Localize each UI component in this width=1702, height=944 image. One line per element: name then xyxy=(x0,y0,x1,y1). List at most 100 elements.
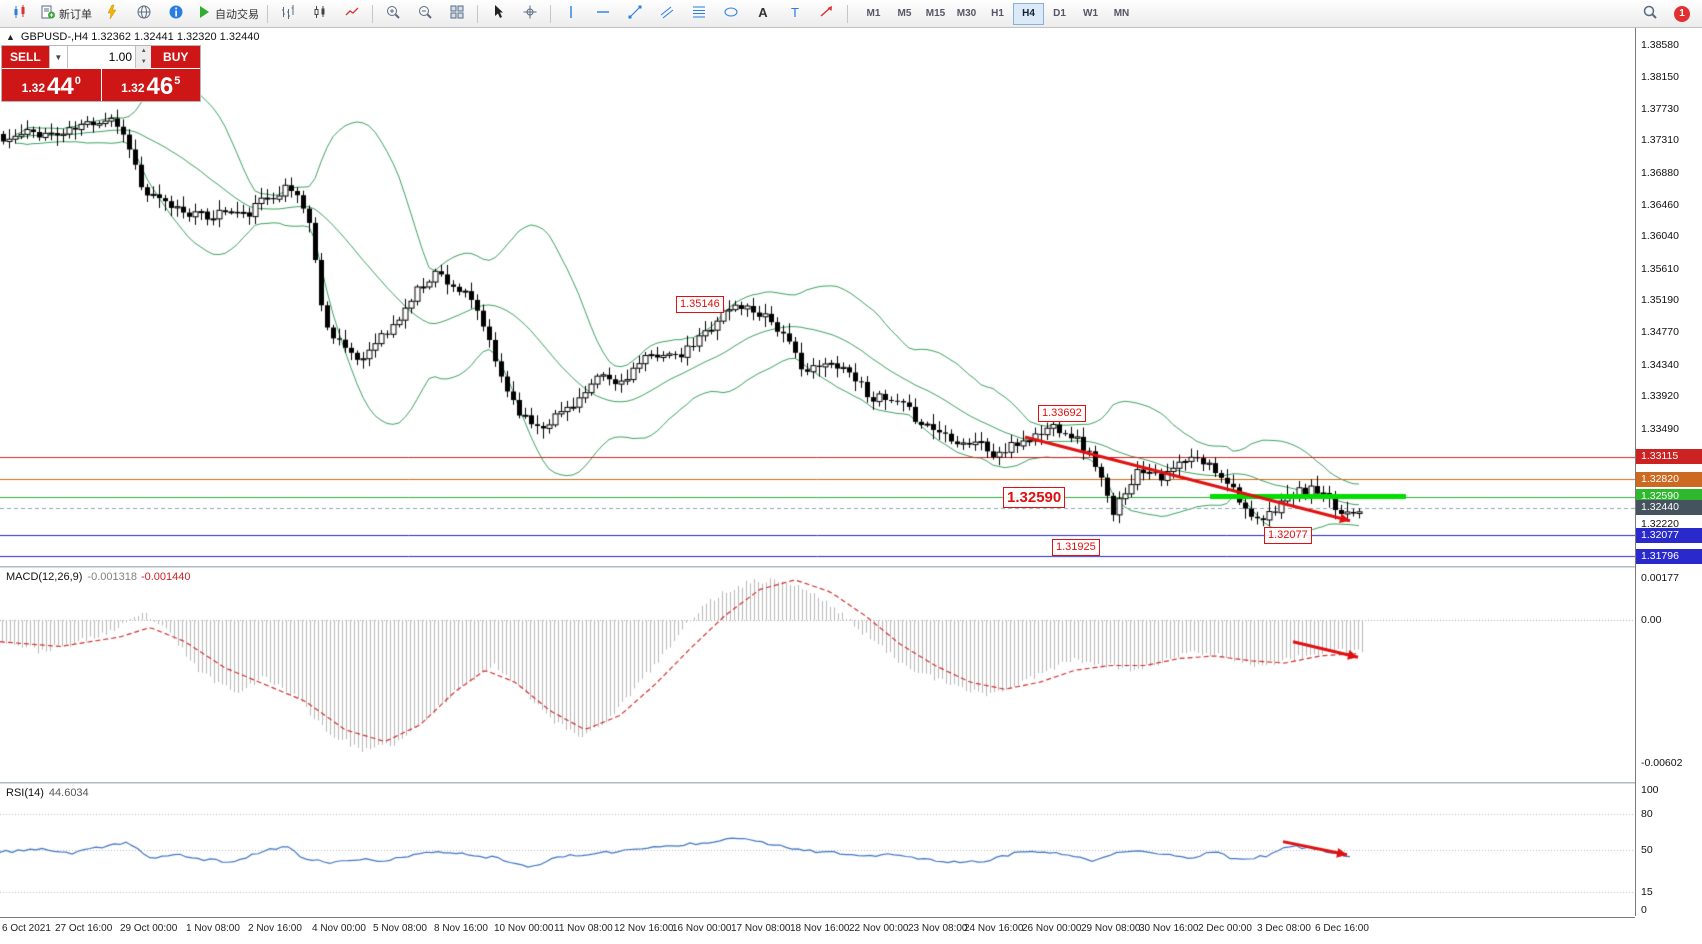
text-button[interactable]: A xyxy=(747,2,779,26)
arrow-glyph-icon xyxy=(819,4,835,23)
bars-icon xyxy=(280,4,296,23)
price-annotation[interactable]: 1.32590 xyxy=(1003,486,1066,508)
cursor-icon xyxy=(490,4,506,23)
time-axis-label: 6 Oct 2021 xyxy=(2,923,51,934)
lightning-icon xyxy=(104,4,120,23)
cursor-button[interactable] xyxy=(482,2,514,26)
zoom-in-button[interactable] xyxy=(377,2,409,26)
search-button[interactable] xyxy=(1634,2,1666,26)
trendline-button[interactable] xyxy=(619,2,651,26)
price-badge: 1.32440 xyxy=(1636,500,1702,516)
volume-input[interactable] xyxy=(68,46,135,68)
price-annotation[interactable]: 1.35146 xyxy=(676,295,724,313)
collapse-trade-panel-icon[interactable]: ▲ xyxy=(6,32,15,42)
new-order-button[interactable]: 新订单 xyxy=(36,2,96,26)
zoom-in-icon xyxy=(385,4,401,23)
buy-button[interactable]: BUY xyxy=(151,46,200,68)
metaeditor-button[interactable] xyxy=(96,2,128,26)
sell-price[interactable]: 1.32 44 0 xyxy=(2,69,101,101)
timeframe-m1-button[interactable]: M1 xyxy=(866,8,881,19)
buy-price-sup: 5 xyxy=(174,75,181,87)
macd-panel-canvas[interactable] xyxy=(0,568,1635,782)
toolbar-separator xyxy=(847,4,848,23)
toolbar-separator xyxy=(267,4,268,23)
fibonacci-button[interactable] xyxy=(683,2,715,26)
sell-price-sup: 0 xyxy=(74,75,81,87)
main-chart-canvas[interactable] xyxy=(0,28,1635,566)
market-button[interactable] xyxy=(128,2,160,26)
notifications-badge[interactable]: 1 xyxy=(1674,5,1690,22)
chart-title-text: GBPUSD-,H4 1.32362 1.32441 1.32320 1.324… xyxy=(20,31,260,43)
signals-button[interactable] xyxy=(160,2,192,26)
crosshair-icon xyxy=(522,4,538,23)
price-badge: 1.33115 xyxy=(1636,449,1702,465)
panel-separator[interactable] xyxy=(0,782,1702,784)
price-annotation[interactable]: 1.33692 xyxy=(1038,405,1086,423)
shapes-icon xyxy=(723,4,739,23)
text-label-button[interactable]: T xyxy=(779,2,811,26)
price-annotation[interactable]: 1.32077 xyxy=(1264,527,1312,545)
tiles-icon xyxy=(449,4,465,23)
autotrading-button[interactable]: 自动交易 xyxy=(192,2,263,26)
channel-icon xyxy=(659,4,675,23)
price-badge: 1.32077 xyxy=(1636,527,1702,543)
trend-icon xyxy=(627,4,643,23)
stepper-up-icon[interactable]: ▲ xyxy=(140,48,147,54)
timeframe-h1-button[interactable]: H1 xyxy=(991,8,1004,19)
rsi-scale-label: 50 xyxy=(1641,844,1653,856)
toolbar: 新订单 自动交易 A T M1 M5 M15 M30 H1 H4 D1 W1 MN 1 xyxy=(0,0,1702,28)
timeframe-m30-button[interactable]: M30 xyxy=(956,8,977,19)
arrows-button[interactable] xyxy=(811,2,843,26)
sell-price-big: 44 xyxy=(47,73,74,100)
timeframe-mn-button[interactable]: MN xyxy=(1113,8,1130,19)
timeframe-m5-button[interactable]: M5 xyxy=(897,8,912,19)
textA-icon: A xyxy=(755,4,771,23)
vertical-line-button[interactable] xyxy=(555,2,587,26)
zoom-out-button[interactable] xyxy=(409,2,441,26)
one-click-trading-panel: SELL ▼ ▲ ▼ BUY 1.32 44 0 1.32 46 5 xyxy=(2,46,200,101)
volume-dropdown[interactable]: ▼ xyxy=(48,46,68,68)
rsi-panel-canvas[interactable] xyxy=(0,784,1635,916)
stepper-down-icon[interactable]: ▼ xyxy=(140,59,147,65)
buy-price[interactable]: 1.32 46 5 xyxy=(101,69,200,101)
panel-separator[interactable] xyxy=(0,566,1702,568)
price-annotation[interactable]: 1.31925 xyxy=(1052,538,1100,556)
timeframe-d1-button[interactable]: D1 xyxy=(1053,8,1066,19)
equidistant-channel-button[interactable] xyxy=(651,2,683,26)
toolbar-separator xyxy=(477,4,478,23)
timeframe-h4-button[interactable]: H4 xyxy=(1013,2,1044,25)
timeframe-w1-button[interactable]: W1 xyxy=(1083,8,1098,19)
time-axis[interactable]: 6 Oct 2021 27 Oct 16:00 29 Oct 00:00 1 Nov … xyxy=(0,917,1635,944)
rsi-scale-label: 0 xyxy=(1641,904,1647,916)
sell-button[interactable]: SELL xyxy=(2,46,49,68)
tile-windows-button[interactable] xyxy=(441,2,473,26)
new-order-icon xyxy=(40,4,56,23)
price-scale-label: 1.36040 xyxy=(1641,230,1679,243)
svg-text:A: A xyxy=(758,5,768,20)
price-badge: 1.31796 xyxy=(1636,548,1702,564)
chart-title: ▲ GBPUSD-,H4 1.32362 1.32441 1.32320 1.3… xyxy=(6,31,259,43)
line-icon xyxy=(344,4,360,23)
time-axis-label: 8 Nov 16:00 xyxy=(434,923,488,934)
timeframe-m15-button[interactable]: M15 xyxy=(925,8,946,19)
time-axis-label: 2 Nov 16:00 xyxy=(248,923,302,934)
bar-chart-mode-button[interactable] xyxy=(272,2,304,26)
time-axis-label: 29 Oct 00:00 xyxy=(120,923,178,934)
info-icon xyxy=(168,4,184,23)
price-scale[interactable]: 1.38580 1.38150 1.37730 1.37310 1.36880 1.364… xyxy=(1635,28,1702,916)
new-chart-button[interactable] xyxy=(4,2,36,26)
rsi-value: 44.6034 xyxy=(48,787,89,799)
chevron-down-icon: ▼ xyxy=(54,52,63,62)
search-icon xyxy=(1642,4,1658,23)
candle-chart-mode-button[interactable] xyxy=(304,2,336,26)
crosshair-button[interactable] xyxy=(514,2,546,26)
time-axis-label: 23 Nov 08:00 xyxy=(908,923,968,934)
volume-stepper[interactable]: ▲ ▼ xyxy=(135,46,152,68)
horizontal-line-button[interactable] xyxy=(587,2,619,26)
line-chart-mode-button[interactable] xyxy=(336,2,368,26)
macd-indicator-label: MACD(12,26,9) -0.001318 -0.001440 xyxy=(6,571,191,583)
shapes-button[interactable] xyxy=(715,2,747,26)
rsi-indicator-label: RSI(14) 44.6034 xyxy=(6,787,89,799)
price-scale-label: 1.37310 xyxy=(1641,134,1679,147)
